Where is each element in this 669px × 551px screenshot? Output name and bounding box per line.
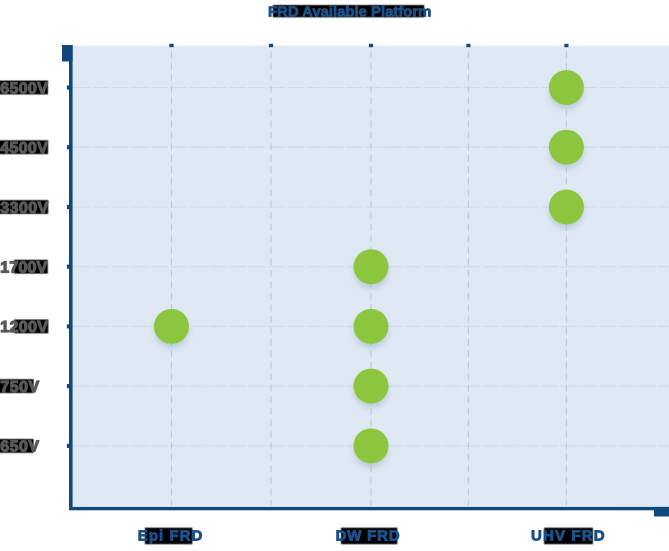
svg-text:750V: 750V: [0, 379, 39, 396]
svg-text:DW FRD: DW FRD: [336, 527, 400, 544]
svg-text:650V: 650V: [0, 439, 39, 456]
svg-text:1200V: 1200V: [0, 319, 48, 336]
svg-text:1700V: 1700V: [0, 260, 47, 277]
svg-text:UHV FRD: UHV FRD: [531, 527, 605, 544]
svg-text:FRD Available Platform: FRD Available Platform: [268, 5, 431, 21]
svg-text:Epi FRD: Epi FRD: [138, 527, 203, 544]
svg-text:6500V: 6500V: [0, 80, 48, 97]
svg-text:3300V: 3300V: [0, 200, 48, 217]
svg-text:4500V: 4500V: [0, 140, 48, 157]
